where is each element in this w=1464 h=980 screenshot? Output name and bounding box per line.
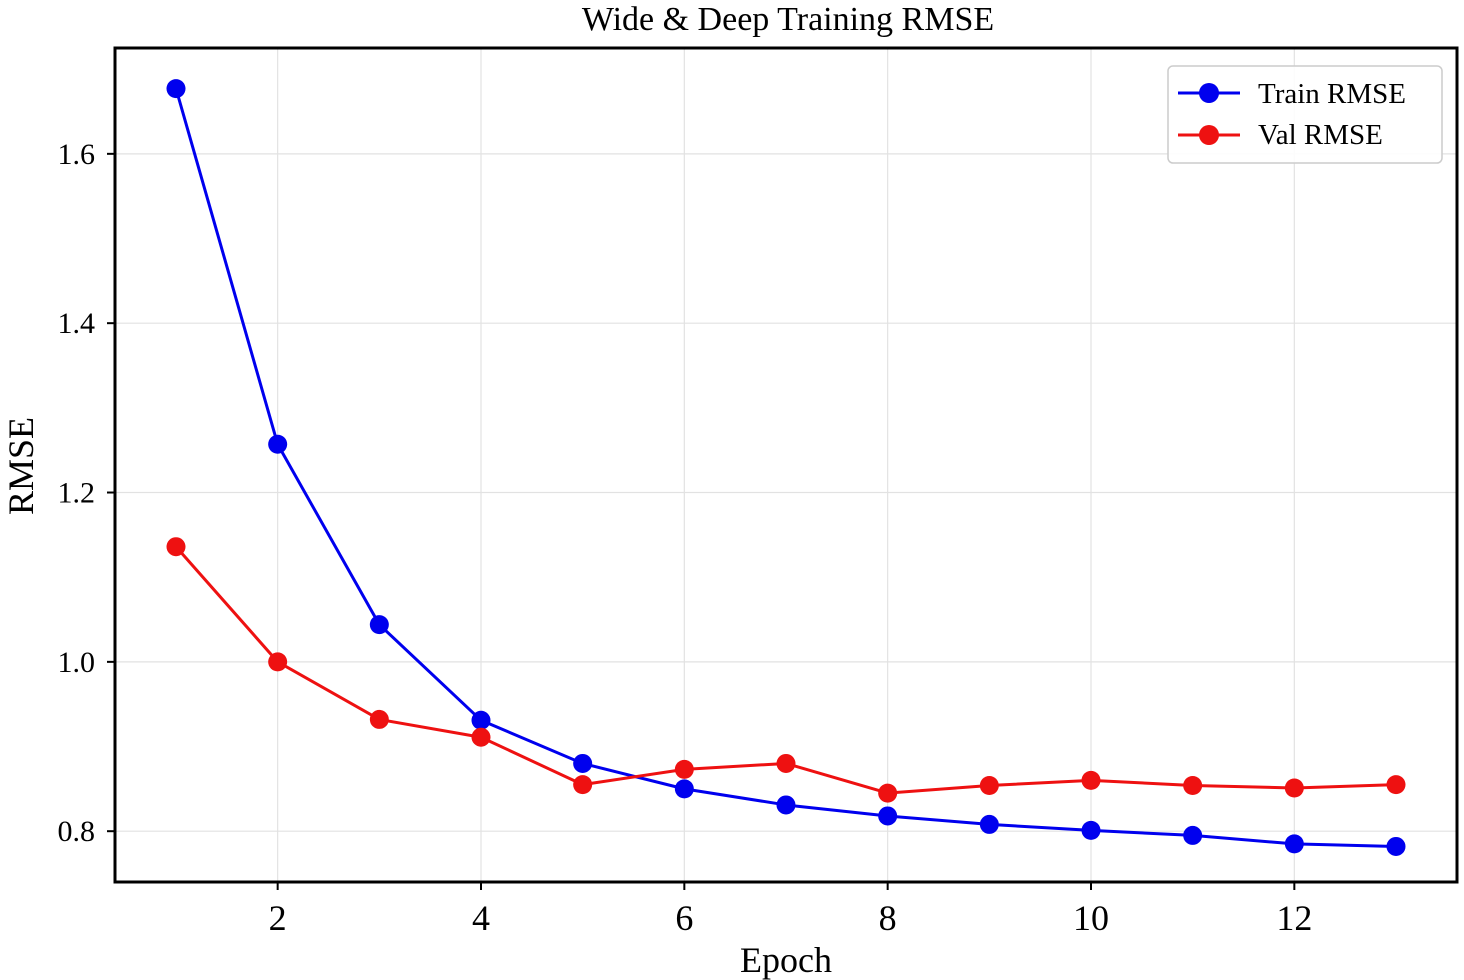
x-tick-label: 6 (675, 898, 693, 938)
series-train-point (471, 710, 491, 730)
legend: Train RMSE Val RMSE (1167, 65, 1443, 164)
series-val (166, 537, 1406, 803)
series-layer (166, 79, 1406, 856)
y-axis-label: RMSE (1, 417, 41, 515)
series-val-point (1386, 775, 1406, 795)
series-val-point (776, 753, 796, 773)
series-val-point (573, 775, 593, 795)
legend-train-marker (1199, 83, 1219, 103)
plot-frame (113, 46, 1459, 884)
series-val-point (268, 652, 288, 672)
series-val-point (878, 783, 898, 803)
series-val-point (1081, 770, 1101, 790)
series-train-line (174, 88, 1397, 848)
y-tick-label: 1.2 (58, 477, 96, 510)
series-train-point (268, 434, 288, 454)
series-train-point (1183, 825, 1203, 845)
series-train-point (573, 753, 593, 773)
legend-val-label: Val RMSE (1258, 119, 1383, 151)
chart-title: Wide & Deep Training RMSE (582, 1, 994, 38)
y-tick-label: 1.4 (58, 307, 96, 340)
series-train-point (369, 615, 389, 635)
x-tick-label: 2 (269, 898, 287, 938)
series-train-point (1284, 834, 1304, 854)
series-val-point (1284, 778, 1304, 798)
legend-train-label: Train RMSE (1258, 78, 1406, 110)
x-tick-label: 10 (1073, 898, 1109, 938)
series-val-point (979, 775, 999, 795)
x-tick-label: 12 (1276, 898, 1312, 938)
series-train-point (166, 79, 186, 99)
series-val-point (471, 727, 491, 747)
axis-ticks: 2 4 6 8 10 12 0.8 1.0 1.2 1.4 1.6 (58, 138, 1313, 938)
series-val-point (674, 759, 694, 779)
series-train-point (878, 806, 898, 826)
series-train-point (674, 779, 694, 799)
x-tick-label: 4 (472, 898, 490, 938)
legend-entry-val: Val RMSE (1178, 119, 1383, 151)
y-tick-label: 1.0 (58, 646, 96, 679)
y-tick-label: 0.8 (58, 815, 96, 848)
x-tick-label: 8 (879, 898, 897, 938)
series-train-point (1386, 836, 1406, 856)
x-axis-label: Epoch (740, 940, 832, 980)
legend-box (1167, 65, 1443, 164)
series-val-point (1183, 775, 1203, 795)
series-train-point (1081, 820, 1101, 840)
series-train (166, 79, 1406, 856)
legend-entry-train: Train RMSE (1178, 78, 1406, 110)
y-tick-label: 1.6 (58, 138, 96, 171)
grid-lines (115, 48, 1457, 882)
series-val-point (369, 709, 389, 729)
series-train-point (776, 795, 796, 815)
series-train-point (979, 814, 999, 834)
series-val-point (166, 537, 186, 557)
legend-val-marker (1199, 125, 1219, 145)
